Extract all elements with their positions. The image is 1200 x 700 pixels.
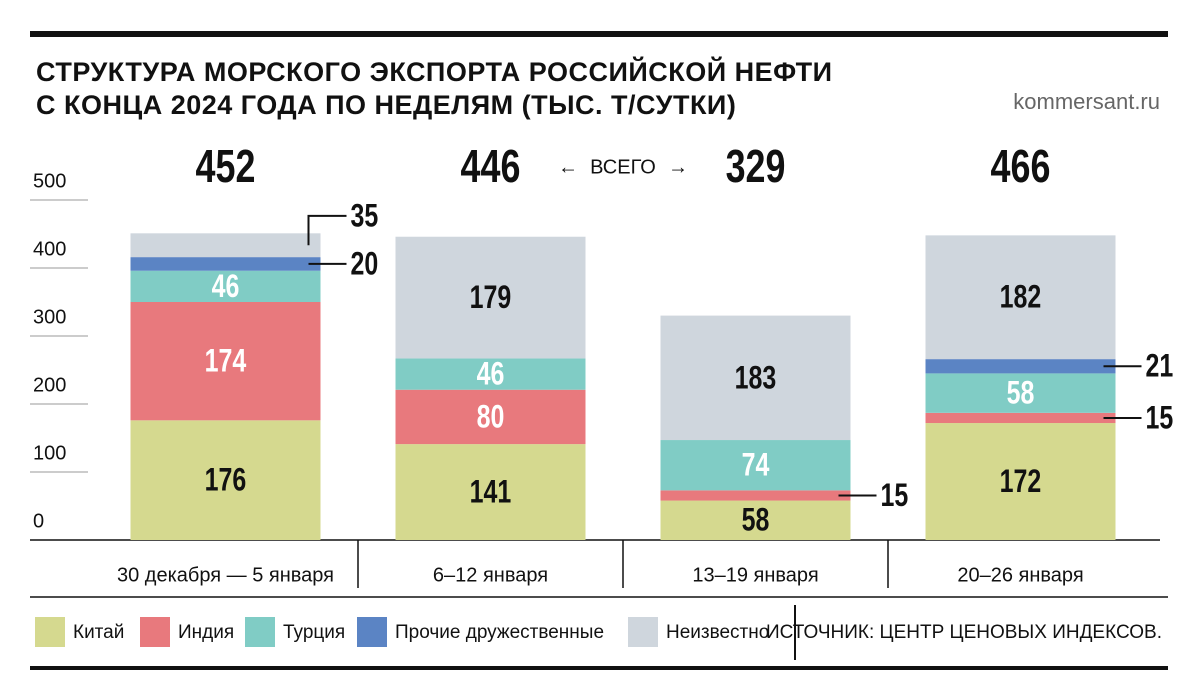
bar-segment: [395, 444, 586, 540]
source: ИСТОЧНИК: ЦЕНТР ЦЕНОВЫХ ИНДЕКСОВ.: [766, 622, 1162, 643]
value-label: 176: [205, 463, 247, 499]
bar-segment: [395, 389, 586, 445]
bar-segment: [395, 358, 586, 390]
legend-label: Прочие дружественные: [395, 622, 604, 643]
bar-segment: [130, 233, 321, 258]
arrow: →: [668, 156, 688, 178]
value-label: 35: [350, 198, 378, 234]
value-label: 174: [205, 344, 247, 380]
y-tick-label: 400: [33, 238, 66, 260]
legend-label: Турция: [283, 622, 345, 643]
value-label: 20: [350, 246, 378, 282]
total-label: 329: [726, 141, 786, 192]
total-label: 446: [461, 141, 521, 192]
value-label: 21: [1146, 349, 1174, 385]
value-label: 58: [1007, 376, 1035, 412]
value-label: 172: [1000, 464, 1042, 500]
totals-label: ВСЕГО: [590, 156, 656, 178]
bar-segment: [660, 315, 851, 441]
legend-label: Неизвестно: [666, 622, 769, 643]
y-tick-label: 200: [33, 374, 66, 396]
bar-segment: [660, 440, 851, 491]
bar-segment: [925, 423, 1116, 540]
bar-segment: [660, 500, 851, 540]
top-rule: [30, 31, 1168, 37]
leader: [307, 214, 347, 246]
value-label: 46: [477, 357, 505, 393]
value-label: 182: [1000, 280, 1042, 316]
value-label: 46: [212, 269, 240, 305]
bar-segment: [130, 257, 321, 271]
value-label: 15: [881, 478, 909, 514]
legend-swatch: [140, 617, 170, 647]
value-label: 80: [477, 399, 505, 435]
legend-label: Индия: [178, 622, 234, 643]
legend-swatch: [245, 617, 275, 647]
site: kommersant.ru: [1013, 89, 1160, 114]
bar-segment: [660, 490, 851, 501]
x-tick-label: 20–26 января: [957, 564, 1083, 586]
y-tick-label: 500: [33, 170, 66, 192]
arrow: ←: [558, 156, 578, 178]
bar-segment: [130, 270, 321, 302]
y-tick-label: 100: [33, 442, 66, 464]
bar-segment: [925, 412, 1116, 424]
total-label: 466: [991, 141, 1051, 192]
legend-swatch: [35, 617, 65, 647]
chart-title: СТРУКТУРА МОРСКОГО ЭКСПОРТА РОССИЙСКОЙ Н…: [36, 56, 833, 87]
bar-segment: [130, 420, 321, 540]
chart-title: С КОНЦА 2024 ГОДА ПО НЕДЕЛЯМ (ТЫС. Т/СУТ…: [36, 90, 736, 120]
legend-swatch: [357, 617, 387, 647]
value-label: 141: [470, 475, 512, 511]
x-tick-label: 30 декабря — 5 января: [117, 564, 334, 586]
y-tick-label: 300: [33, 306, 66, 328]
value-label: 179: [470, 280, 512, 316]
bar-segment: [130, 302, 321, 421]
y-tick-label: 0: [33, 510, 44, 532]
total-label: 452: [196, 141, 256, 192]
x-tick-label: 13–19 января: [692, 564, 818, 586]
bottom-rule: [30, 666, 1168, 670]
value-label: 74: [742, 448, 770, 484]
value-label: 58: [742, 503, 770, 539]
legend-label: Китай: [73, 622, 124, 643]
legend-swatch: [628, 617, 658, 647]
bar-segment: [925, 235, 1116, 360]
bar-segment: [925, 373, 1116, 413]
value-label: 15: [1146, 401, 1174, 437]
value-label: 183: [735, 360, 777, 396]
x-tick-label: 6–12 января: [433, 564, 548, 586]
bar-segment: [925, 359, 1116, 374]
bar-segment: [395, 236, 586, 359]
